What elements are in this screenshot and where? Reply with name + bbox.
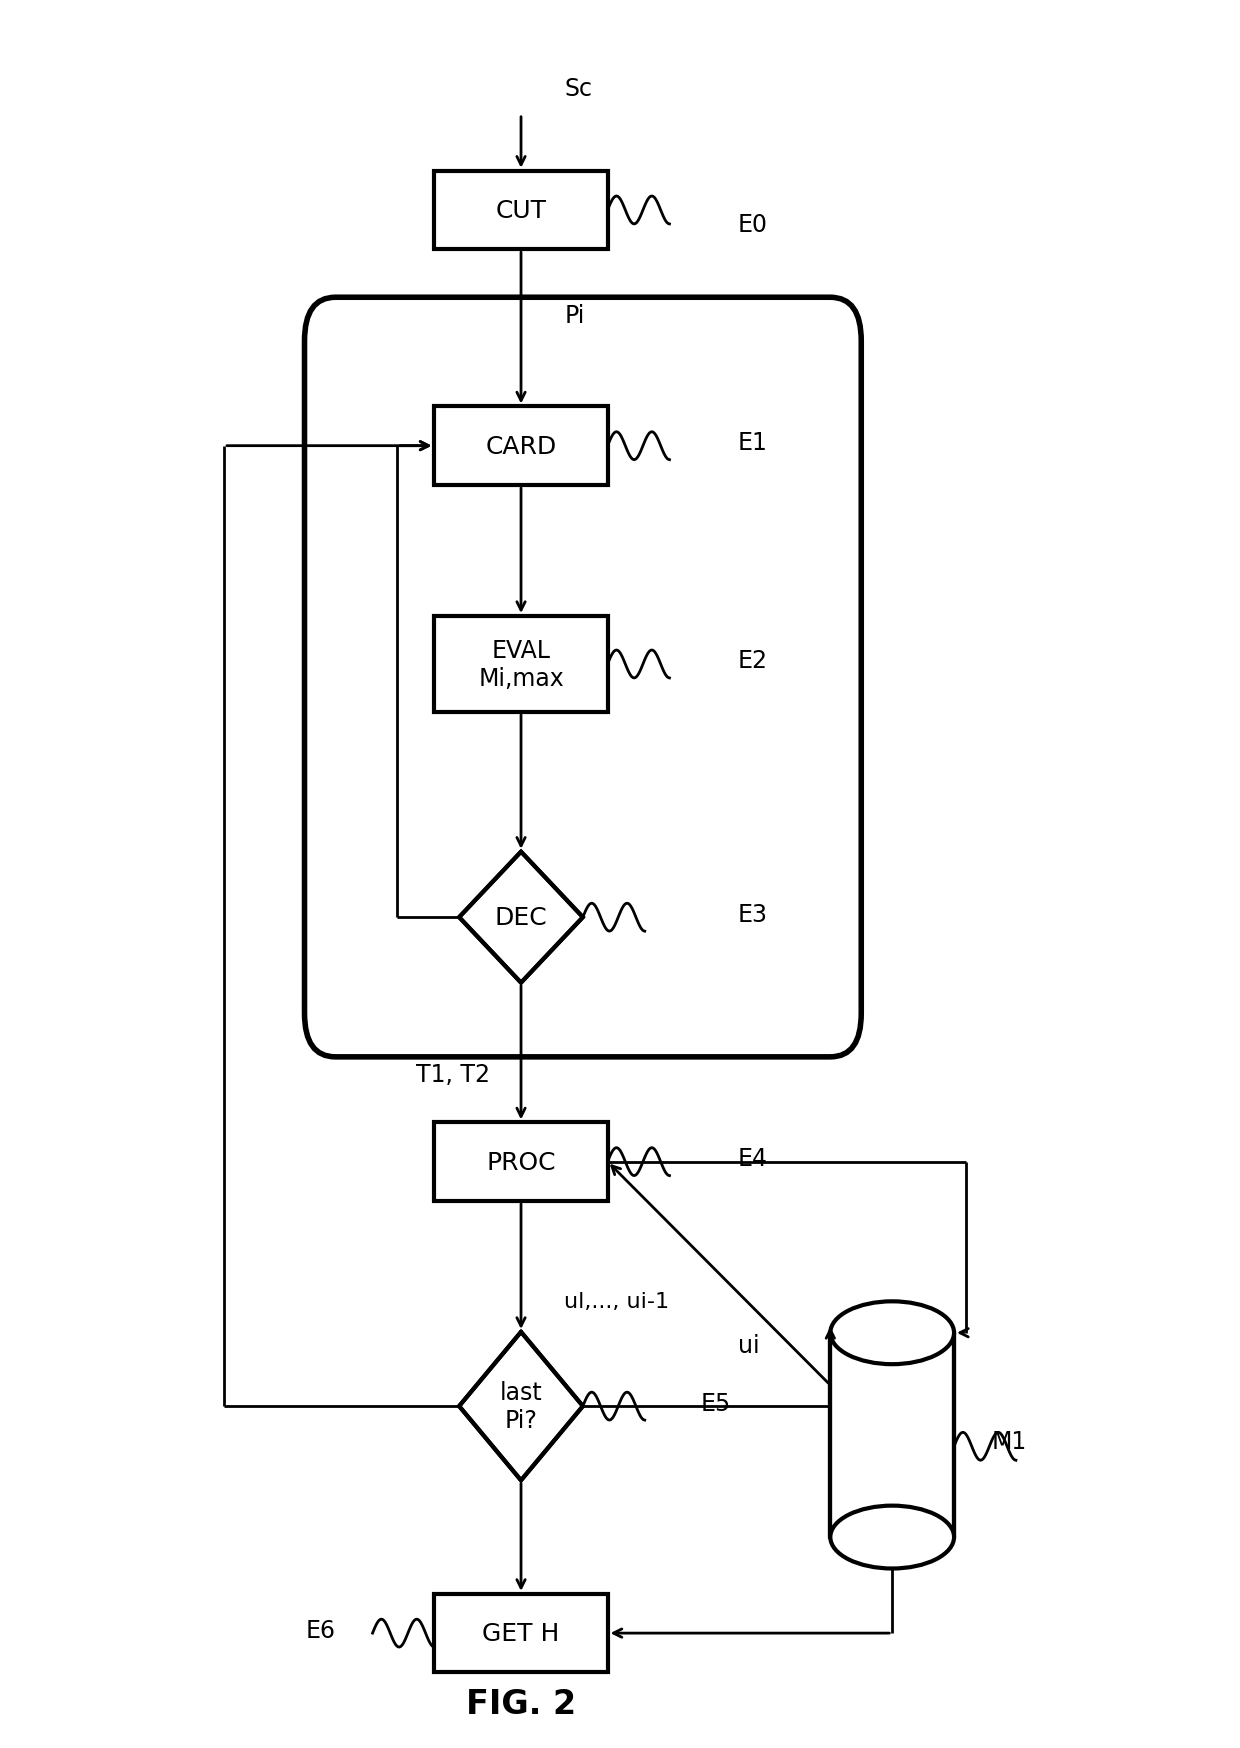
Text: EVAL
Mi,max: EVAL Mi,max — [479, 638, 564, 690]
Text: FIG. 2: FIG. 2 — [466, 1687, 577, 1720]
FancyBboxPatch shape — [434, 1594, 608, 1673]
Ellipse shape — [831, 1302, 954, 1365]
FancyBboxPatch shape — [434, 1122, 608, 1201]
Text: PROC: PROC — [486, 1150, 556, 1175]
Text: Pi: Pi — [564, 304, 585, 327]
Text: GET H: GET H — [482, 1620, 559, 1645]
Text: CARD: CARD — [485, 435, 557, 458]
Text: E4: E4 — [738, 1147, 768, 1171]
Text: T1, T2: T1, T2 — [417, 1063, 490, 1087]
Text: ui: ui — [738, 1334, 759, 1356]
FancyBboxPatch shape — [831, 1334, 954, 1536]
Text: E2: E2 — [738, 649, 768, 673]
Text: Sc: Sc — [564, 77, 593, 101]
FancyBboxPatch shape — [434, 407, 608, 486]
Ellipse shape — [831, 1505, 954, 1568]
Text: E5: E5 — [701, 1391, 730, 1414]
Text: CUT: CUT — [496, 199, 547, 222]
Text: E6: E6 — [305, 1617, 336, 1641]
Text: E3: E3 — [738, 902, 768, 926]
FancyBboxPatch shape — [434, 171, 608, 250]
Text: last
Pi?: last Pi? — [500, 1381, 542, 1432]
Text: E0: E0 — [738, 213, 768, 236]
Polygon shape — [459, 853, 583, 982]
Text: M1: M1 — [991, 1430, 1027, 1453]
FancyBboxPatch shape — [305, 299, 862, 1058]
Text: DEC: DEC — [495, 905, 547, 930]
FancyBboxPatch shape — [434, 617, 608, 713]
Text: ul,..., ui-1: ul,..., ui-1 — [564, 1292, 670, 1311]
Text: E1: E1 — [738, 432, 768, 454]
Polygon shape — [459, 1332, 583, 1481]
